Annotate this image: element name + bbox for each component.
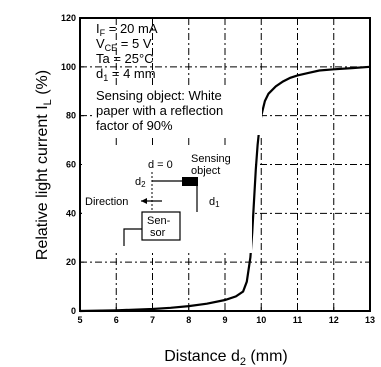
x-tick-label: 13 xyxy=(365,315,375,325)
y-tick-label: 0 xyxy=(71,306,76,316)
y-tick-label: 60 xyxy=(66,160,76,170)
condition-if: IF = 20 mA xyxy=(96,21,158,38)
condition-d1: d1 = 4 mm xyxy=(96,66,156,83)
y-tick-label: 20 xyxy=(66,257,76,267)
note-background xyxy=(94,85,262,135)
note-line-2: paper with a reflection xyxy=(96,103,223,118)
sensor-label-1: Sen- xyxy=(147,215,171,227)
note-line-3: factor of 90% xyxy=(96,118,173,133)
note-line-1: Sensing object: White xyxy=(96,88,222,103)
direction-label: Direction xyxy=(85,196,128,208)
y-tick-label: 40 xyxy=(66,208,76,218)
x-tick-label: 5 xyxy=(77,315,82,325)
sensing-object-label-1: Sensing xyxy=(191,153,231,165)
x-tick-label: 7 xyxy=(150,315,155,325)
sensor-lead xyxy=(123,228,142,246)
conditions: IF = 20 mA VCE = 5 V Ta = 25°C d1 = 4 mm xyxy=(96,21,158,83)
y-axis-label: Relative light current IL (%) xyxy=(34,70,54,260)
sensing-object-note: Sensing object: White paper with a refle… xyxy=(94,85,262,135)
y-tick-label: 80 xyxy=(66,111,76,121)
sensor-label-2: sor xyxy=(150,227,166,239)
x-tick-label: 10 xyxy=(256,315,266,325)
direction-arrow-head xyxy=(141,198,147,204)
x-tick-label: 11 xyxy=(293,315,303,325)
setup-diagram: d = 0 Sensing object d2 d1 Direction Sen… xyxy=(82,147,252,253)
condition-ta: Ta = 25°C xyxy=(96,51,154,66)
x-tick-label: 8 xyxy=(186,315,191,325)
d0-label: d = 0 xyxy=(148,159,173,171)
x-tick-label: 12 xyxy=(329,315,339,325)
x-tick-label: 6 xyxy=(114,315,119,325)
series-line-light-current xyxy=(79,65,371,313)
sensing-object-label-2: object xyxy=(191,165,220,177)
y-tick-label: 100 xyxy=(61,62,76,72)
sensing-object-block xyxy=(182,177,198,186)
x-tick-label: 9 xyxy=(222,315,227,325)
y-tick-label: 120 xyxy=(61,13,76,23)
x-axis-label: Distance d2 (mm) xyxy=(164,348,287,367)
d2-label: d2 xyxy=(135,176,146,189)
condition-vce: VCE = 5 V xyxy=(96,36,152,53)
d1-label: d1 xyxy=(209,196,220,209)
sensor-box xyxy=(141,211,181,241)
